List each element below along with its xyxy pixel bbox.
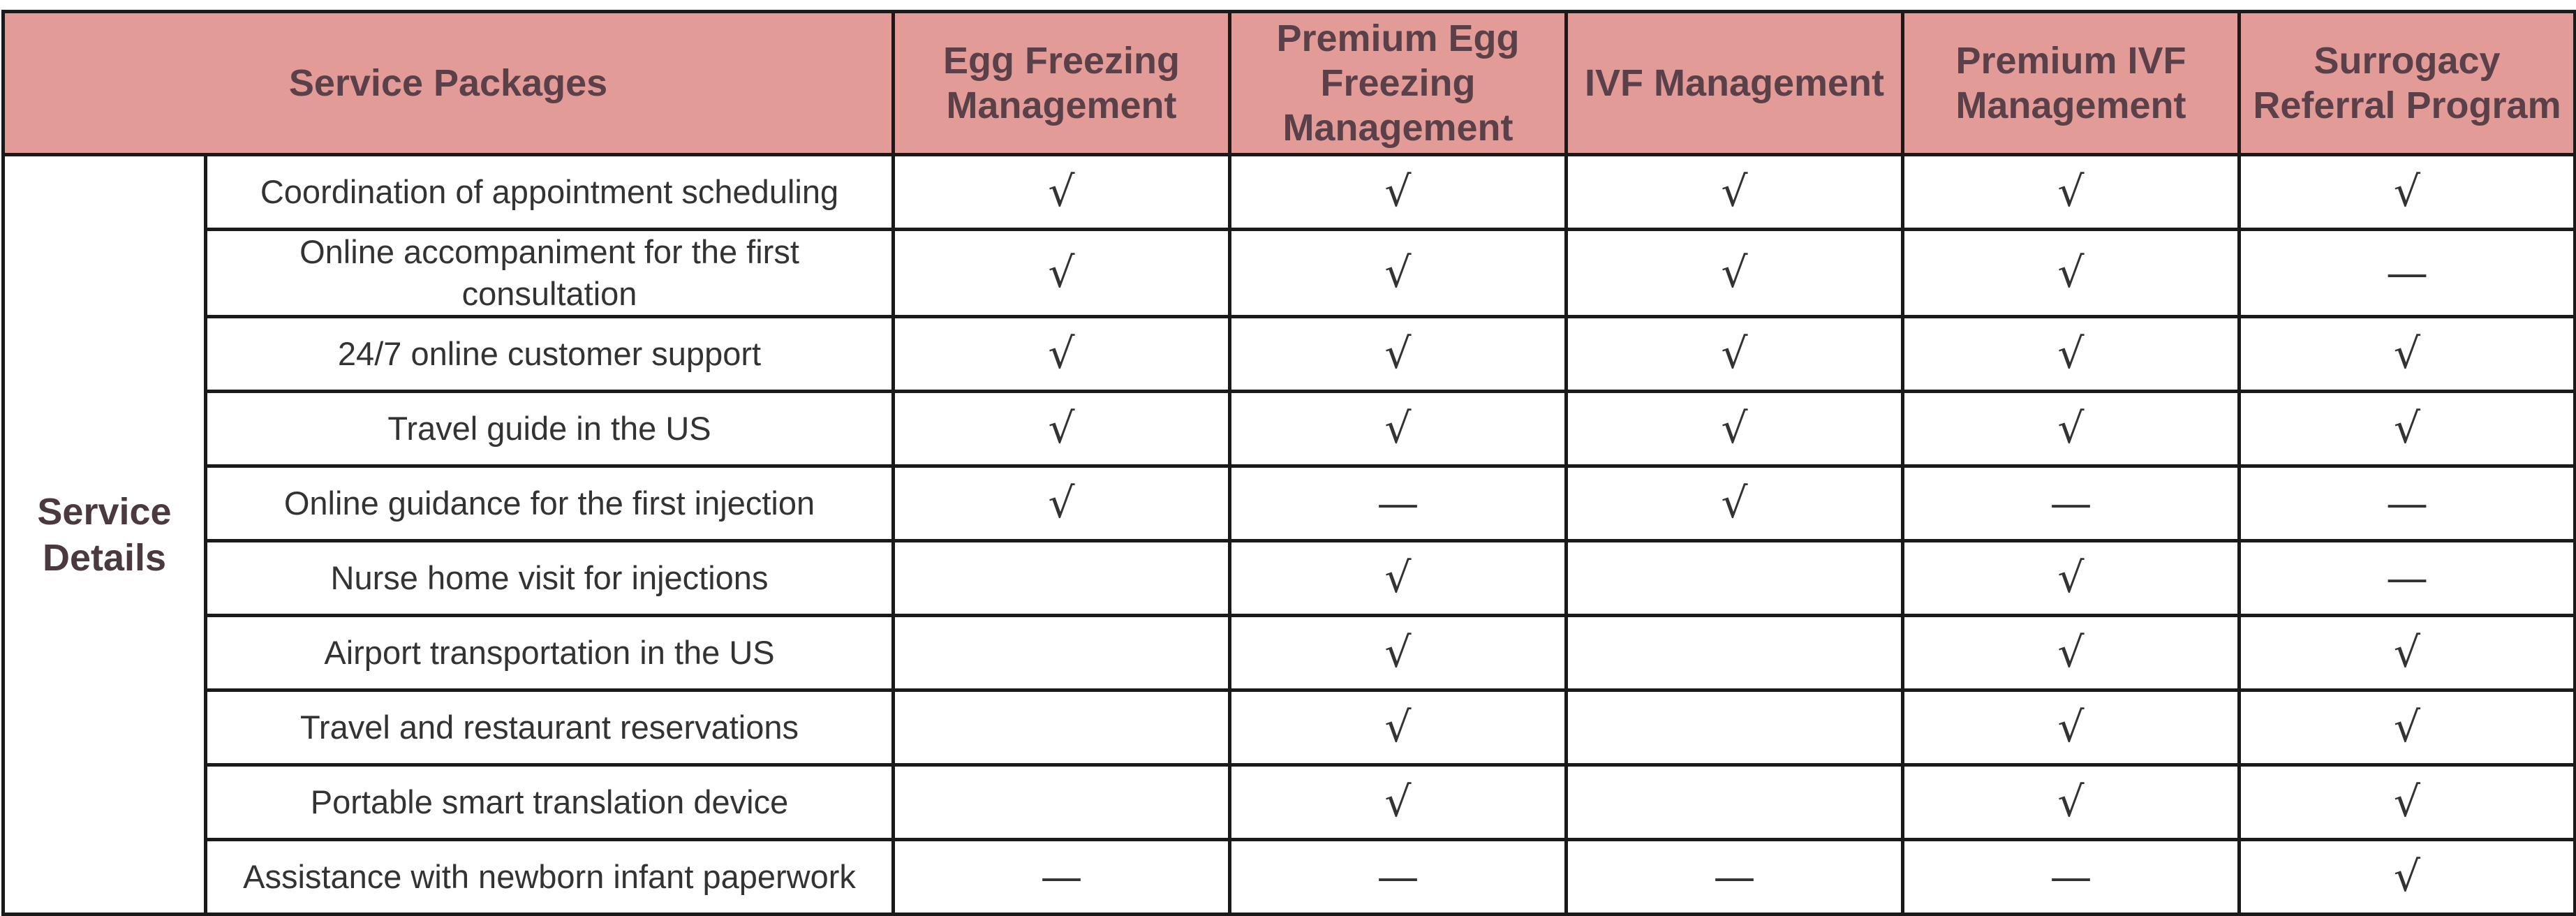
header-row: Service Packages Egg Freezing Management…	[1, 10, 2576, 156]
availability-cell: √	[2237, 390, 2576, 468]
service-details-category: Service Details	[1, 153, 207, 916]
availability-cell: √	[891, 228, 1231, 318]
availability-cell: —	[2237, 464, 2576, 542]
column-header: Surrogacy Referral Program	[2237, 10, 2576, 156]
availability-cell	[1564, 614, 1904, 692]
availability-cell: √	[1901, 614, 2241, 692]
column-header: IVF Management	[1564, 10, 1904, 156]
service-label: Airport transportation in the US	[204, 614, 895, 692]
availability-cell: √	[1564, 228, 1904, 318]
availability-cell: √	[1228, 763, 1568, 841]
service-label: 24/7 online customer support	[204, 315, 895, 393]
column-header: Premium Egg Freezing Management	[1228, 10, 1568, 156]
availability-cell: √	[1564, 464, 1904, 542]
service-label: Travel and restaurant reservations	[204, 688, 895, 767]
availability-cell	[891, 688, 1231, 767]
table-row: Nurse home visit for injections √ √ —	[3, 539, 2576, 617]
availability-cell: √	[1901, 763, 2241, 841]
table-row: 24/7 online customer support √ √ √ √ √	[3, 315, 2576, 393]
availability-cell: √	[1228, 539, 1568, 617]
service-label: Assistance with newborn infant paperwork	[204, 838, 895, 916]
service-label: Portable smart translation device	[204, 763, 895, 841]
service-label: Online guidance for the first injection	[204, 464, 895, 542]
availability-cell	[1564, 688, 1904, 767]
availability-cell: —	[1901, 464, 2241, 542]
availability-cell: √	[1228, 688, 1568, 767]
availability-cell: —	[891, 838, 1231, 916]
table-row: Travel and restaurant reservations √ √ √	[3, 688, 2576, 767]
service-label: Online accompaniment for the first consu…	[204, 228, 895, 318]
availability-cell: √	[891, 315, 1231, 393]
table-row: Online accompaniment for the first consu…	[3, 228, 2576, 318]
availability-cell: —	[1228, 464, 1568, 542]
availability-cell: √	[1901, 390, 2241, 468]
availability-cell: √	[2237, 614, 2576, 692]
column-header: Egg Freezing Management	[891, 10, 1231, 156]
availability-cell: —	[2237, 539, 2576, 617]
table-row: Travel guide in the US √ √ √ √ √	[3, 390, 2576, 468]
availability-cell: √	[1228, 315, 1568, 393]
table-row: Assistance with newborn infant paperwork…	[3, 838, 2576, 916]
service-packages-header: Service Packages	[1, 10, 895, 156]
service-comparison-table: Service Packages Egg Freezing Management…	[1, 10, 2576, 916]
table-row: Portable smart translation device √ √ √	[3, 763, 2576, 841]
availability-cell: √	[891, 464, 1231, 542]
availability-cell	[1564, 763, 1904, 841]
availability-cell: √	[891, 153, 1231, 231]
table-row: Online guidance for the first injection …	[3, 464, 2576, 542]
table-row: Airport transportation in the US √ √ √	[3, 614, 2576, 692]
service-label: Travel guide in the US	[204, 390, 895, 468]
availability-cell	[891, 539, 1231, 617]
availability-cell: √	[891, 390, 1231, 468]
availability-cell: √	[2237, 315, 2576, 393]
availability-cell: —	[1564, 838, 1904, 916]
availability-cell: √	[1901, 153, 2241, 231]
availability-cell: √	[2237, 838, 2576, 916]
availability-cell: √	[1564, 390, 1904, 468]
availability-cell: √	[2237, 153, 2576, 231]
availability-cell: √	[2237, 763, 2576, 841]
availability-cell: √	[1901, 688, 2241, 767]
availability-cell: √	[1228, 228, 1568, 318]
availability-cell	[891, 763, 1231, 841]
availability-cell: —	[2237, 228, 2576, 318]
availability-cell: —	[1901, 838, 2241, 916]
availability-cell: √	[2237, 688, 2576, 767]
availability-cell	[891, 614, 1231, 692]
availability-cell: √	[1228, 390, 1568, 468]
availability-cell: √	[1228, 153, 1568, 231]
availability-cell: √	[1901, 315, 2241, 393]
availability-cell: √	[1564, 315, 1904, 393]
service-label: Coordination of appointment scheduling	[204, 153, 895, 231]
column-header: Premium IVF Management	[1901, 10, 2241, 156]
availability-cell	[1564, 539, 1904, 617]
availability-cell: √	[1901, 228, 2241, 318]
availability-cell: —	[1228, 838, 1568, 916]
service-label: Nurse home visit for injections	[204, 539, 895, 617]
availability-cell: √	[1564, 153, 1904, 231]
table-row: Service Details Coordination of appointm…	[1, 153, 2576, 916]
availability-cell: √	[1901, 539, 2241, 617]
availability-cell: √	[1228, 614, 1568, 692]
